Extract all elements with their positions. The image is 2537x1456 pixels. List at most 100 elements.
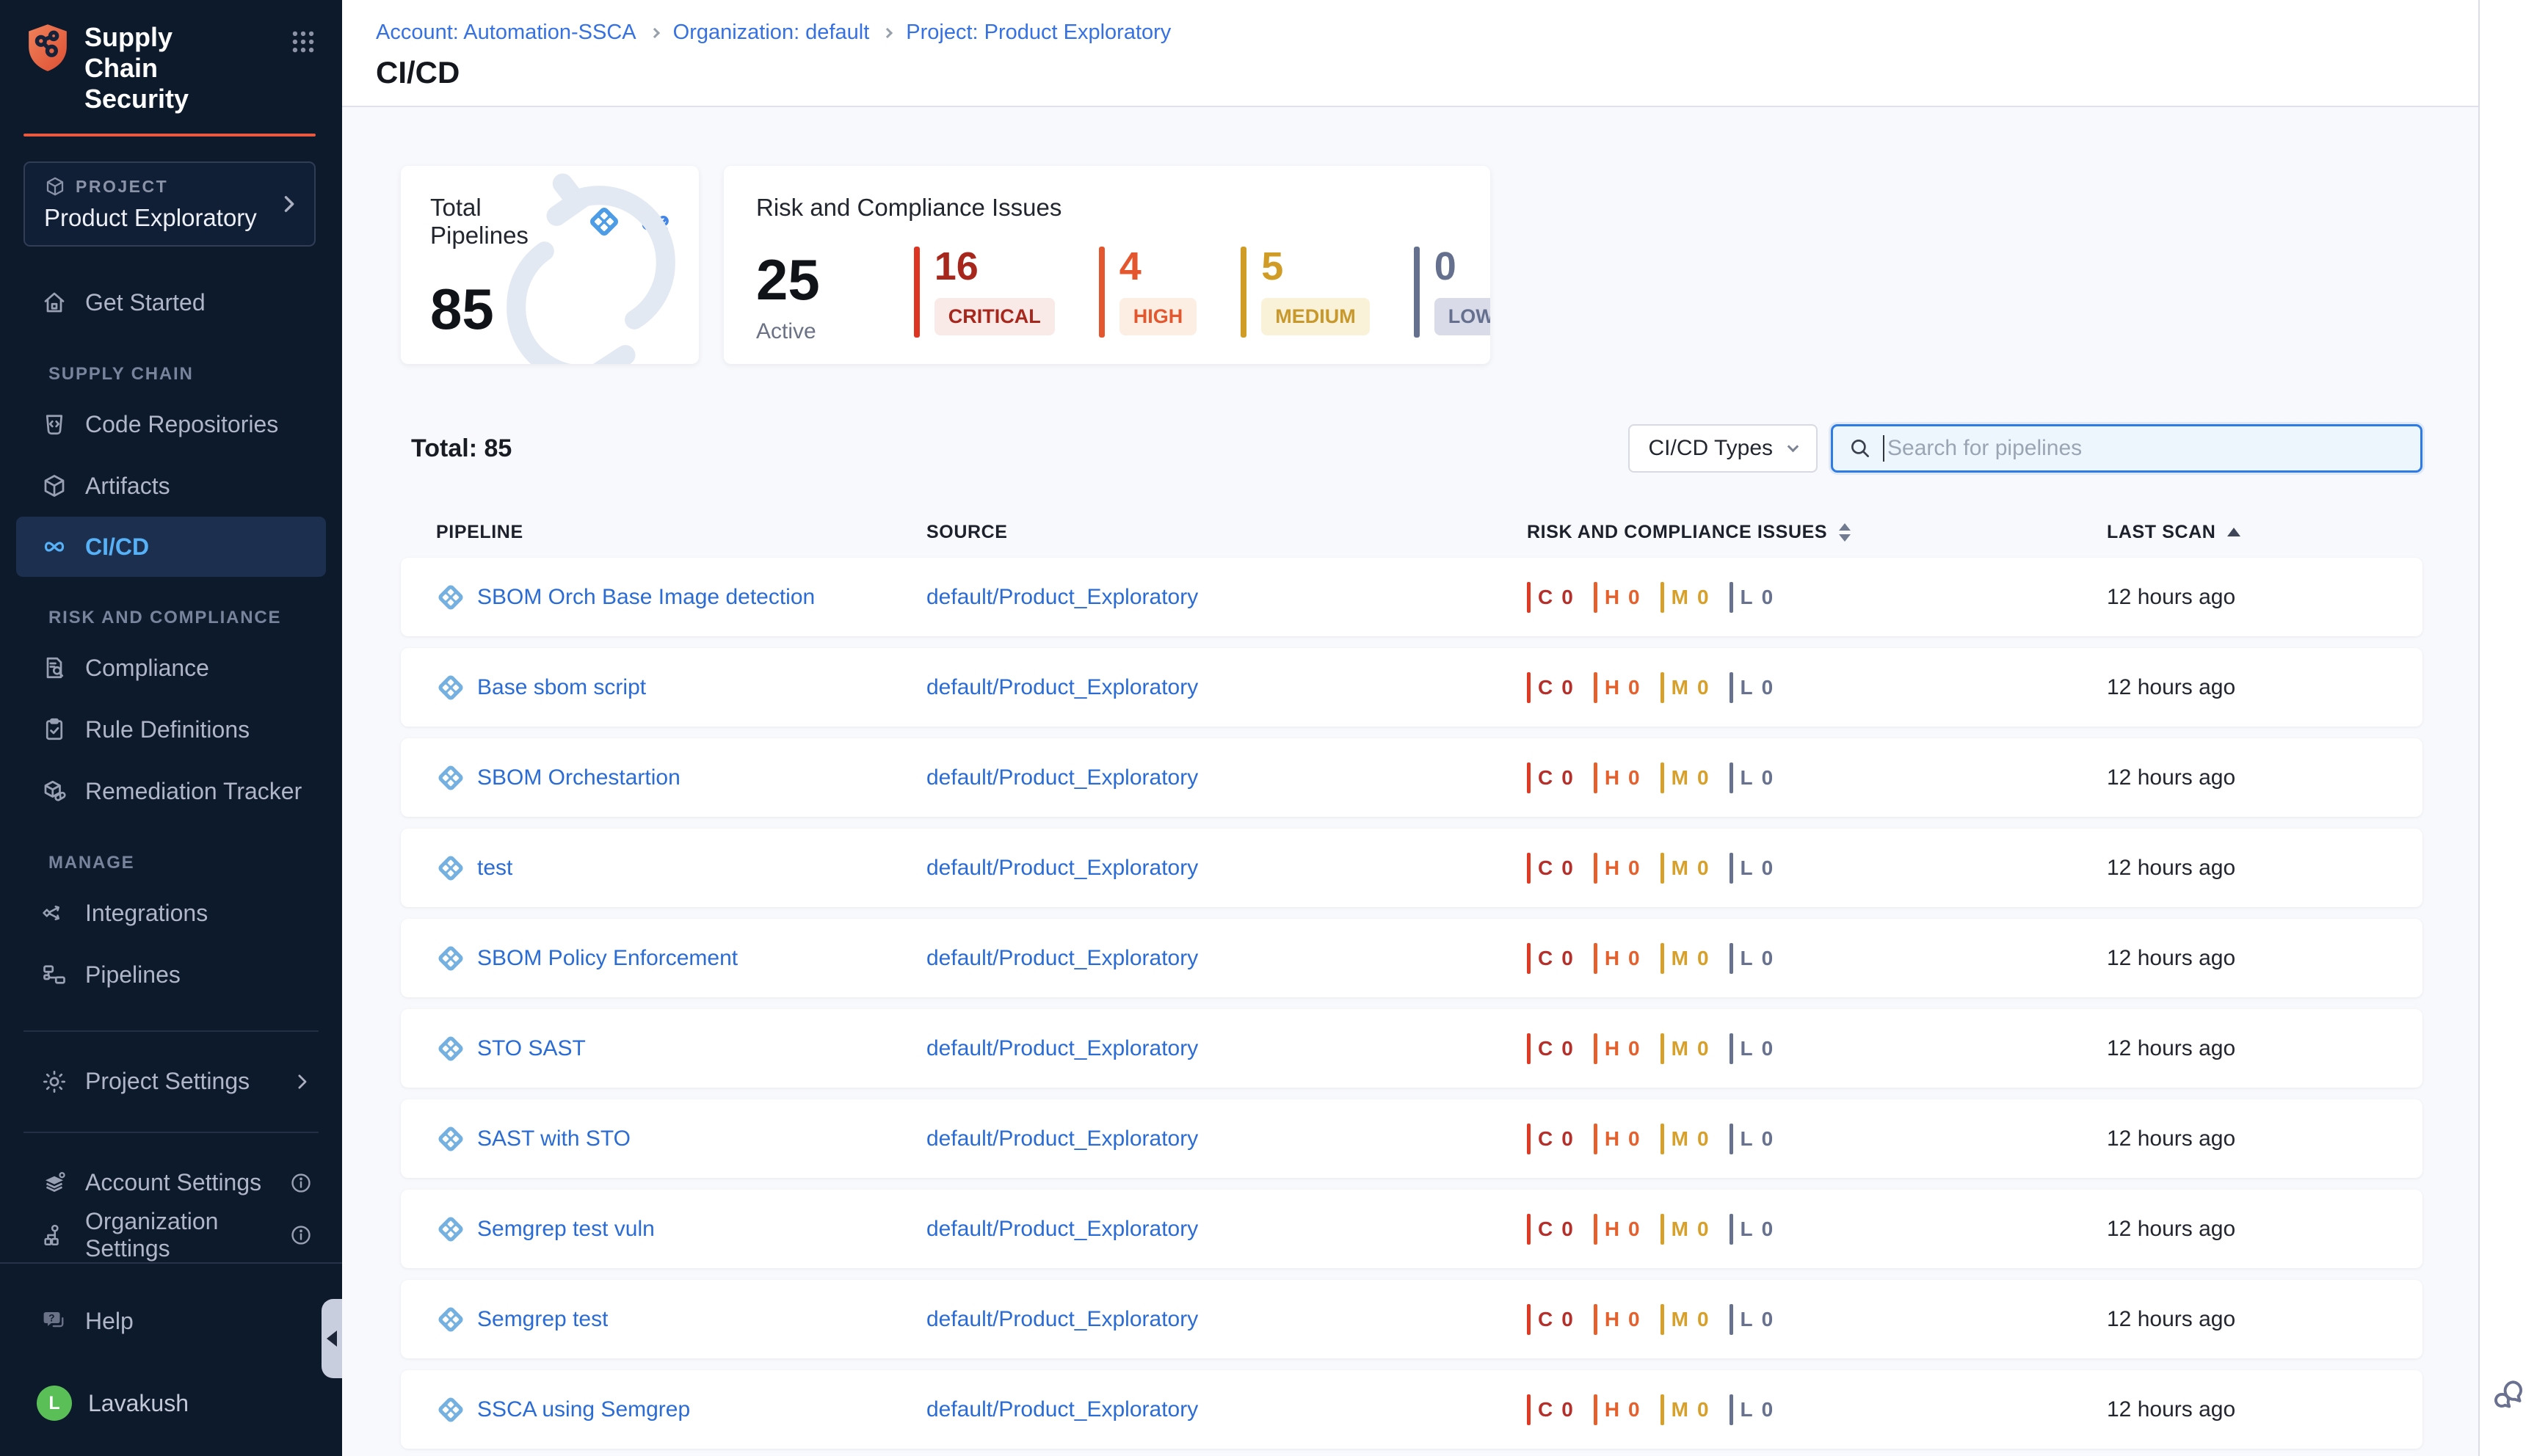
pipeline-row[interactable]: SBOM Policy Enforcement default/Product_…	[401, 919, 2422, 997]
sidebar-item-artifacts[interactable]: Artifacts	[0, 455, 342, 517]
pipeline-name-link[interactable]: SBOM Policy Enforcement	[477, 945, 738, 970]
sidebar-item-get-started[interactable]: Get Started	[0, 272, 342, 333]
column-issues[interactable]: RISK AND COMPLIANCE ISSUES	[1527, 521, 1828, 542]
source-link[interactable]: default/Product_Exploratory	[926, 1035, 1199, 1060]
breadcrumb-project-link[interactable]: Project: Product Exploratory	[906, 21, 1172, 44]
pipeline-row[interactable]: SAST with STO default/Product_Explorator…	[401, 1099, 2422, 1178]
source-link[interactable]: default/Product_Exploratory	[926, 945, 1199, 970]
medium-count: 0	[1696, 765, 1710, 789]
medium-bar	[1660, 942, 1664, 974]
high-count: 0	[1628, 585, 1641, 608]
sidebar-item-label: Get Started	[85, 288, 206, 316]
pipeline-diamond-icon	[587, 205, 621, 239]
sidebar-item-rule-definitions[interactable]: Rule Definitions	[0, 699, 342, 760]
pipeline-name-link[interactable]: SBOM Orchestartion	[477, 765, 680, 790]
medium-bar	[1660, 762, 1664, 793]
high-count: 0	[1628, 675, 1641, 699]
pipeline-diamond-icon	[436, 1034, 465, 1063]
sidebar-item-label: Remediation Tracker	[85, 777, 302, 804]
search-box[interactable]	[1831, 424, 2422, 473]
source-link[interactable]: default/Product_Exploratory	[926, 855, 1199, 880]
pipeline-row[interactable]: Semgrep test vuln default/Product_Explor…	[401, 1190, 2422, 1268]
sidebar-item-organization-settings[interactable]: Organization Settings	[0, 1208, 342, 1262]
column-source[interactable]: SOURCE	[926, 521, 1008, 542]
pipeline-row[interactable]: SBOM Orchestartion default/Product_Explo…	[401, 738, 2422, 817]
source-link[interactable]: default/Product_Exploratory	[926, 1397, 1199, 1422]
breadcrumb-account-link[interactable]: Account: Automation-SSCA	[376, 21, 636, 44]
cicd-types-dropdown[interactable]: CI/CD Types	[1627, 424, 1818, 473]
sidebar-item-cicd[interactable]: CI/CD	[16, 517, 326, 578]
sidebar-item-label: Rule Definitions	[85, 716, 250, 743]
svg-text:?: ?	[48, 1313, 54, 1324]
pipeline-row[interactable]: Base sbom script default/Product_Explora…	[401, 648, 2422, 727]
source-link[interactable]: default/Product_Exploratory	[926, 1306, 1199, 1331]
sidebar-item-code-repositories[interactable]: Code Repositories	[0, 393, 342, 455]
column-pipeline[interactable]: PIPELINE	[436, 521, 523, 542]
content: Total Pipelines	[342, 107, 2478, 1456]
high-bar	[1593, 581, 1597, 613]
sidebar-item-account-settings[interactable]: Account Settings	[0, 1158, 342, 1208]
pipeline-row[interactable]: SBOM Orch Base Image detection default/P…	[401, 558, 2422, 636]
sidebar-item-help[interactable]: ? Help	[0, 1290, 342, 1352]
chat-feedback-icon[interactable]	[2490, 1375, 2528, 1413]
low-bar	[1729, 762, 1733, 793]
pipeline-name-link[interactable]: Semgrep test	[477, 1306, 609, 1331]
pipeline-name-link[interactable]: Base sbom script	[477, 674, 647, 699]
medium-count: 0	[1696, 856, 1710, 879]
source-link[interactable]: default/Product_Exploratory	[926, 1216, 1199, 1241]
project-selector[interactable]: PROJECT Product Exploratory	[23, 161, 316, 247]
sidebar-item-integrations[interactable]: Integrations	[0, 882, 342, 944]
low-letter: L	[1740, 1036, 1754, 1060]
pipeline-row[interactable]: SSCA using Semgrep default/Product_Explo…	[401, 1370, 2422, 1449]
critical-count: 0	[1561, 1036, 1575, 1060]
sort-ascending-icon[interactable]	[2227, 528, 2241, 536]
source-link[interactable]: default/Product_Exploratory	[926, 765, 1199, 790]
medium-letter: M	[1671, 765, 1690, 789]
sidebar-item-compliance[interactable]: Compliance	[0, 637, 342, 699]
breadcrumb-chevron-icon	[649, 27, 660, 38]
info-icon[interactable]	[289, 1171, 313, 1195]
info-icon[interactable]	[289, 1223, 313, 1247]
low-count: 0	[1434, 244, 1456, 288]
source-link[interactable]: default/Product_Exploratory	[926, 674, 1199, 699]
sidebar-item-project-settings[interactable]: Project Settings	[0, 1057, 342, 1107]
high-count: 0	[1628, 946, 1641, 969]
source-link[interactable]: default/Product_Exploratory	[926, 1126, 1199, 1151]
critical-count: 0	[1561, 585, 1575, 608]
medium-count: 0	[1696, 1397, 1710, 1421]
critical-bar	[1527, 942, 1531, 974]
medium-letter: M	[1671, 1307, 1690, 1331]
pipeline-name-link[interactable]: SAST with STO	[477, 1126, 631, 1151]
pipeline-name-link[interactable]: SBOM Orch Base Image detection	[477, 584, 816, 609]
sort-toggle-icon[interactable]	[1839, 523, 1851, 542]
pipeline-name-link[interactable]: test	[477, 855, 513, 880]
user-menu[interactable]: L Lavakush	[0, 1372, 342, 1434]
sidebar-collapse-handle[interactable]	[322, 1299, 342, 1378]
pipeline-row[interactable]: Semgrep test default/Product_Exploratory…	[401, 1280, 2422, 1358]
code-repo-icon	[41, 411, 68, 437]
breadcrumb-org-link[interactable]: Organization: default	[672, 21, 870, 44]
sidebar-item-pipelines[interactable]: Pipelines	[0, 944, 342, 1005]
search-input[interactable]	[1887, 436, 2406, 461]
module-grid-icon[interactable]	[289, 28, 317, 56]
sidebar-item-remediation-tracker[interactable]: Remediation Tracker	[0, 760, 342, 822]
pipeline-name-link[interactable]: SSCA using Semgrep	[477, 1397, 691, 1422]
source-link[interactable]: default/Product_Exploratory	[926, 584, 1199, 609]
high-bar	[1593, 1394, 1597, 1425]
pipeline-name-link[interactable]: STO SAST	[477, 1035, 586, 1060]
column-last-scan[interactable]: LAST SCAN	[2107, 521, 2216, 542]
last-scan: 12 hours ago	[2107, 674, 2236, 699]
pipeline-name-link[interactable]: Semgrep test vuln	[477, 1216, 655, 1241]
critical-letter: C	[1538, 1036, 1555, 1060]
